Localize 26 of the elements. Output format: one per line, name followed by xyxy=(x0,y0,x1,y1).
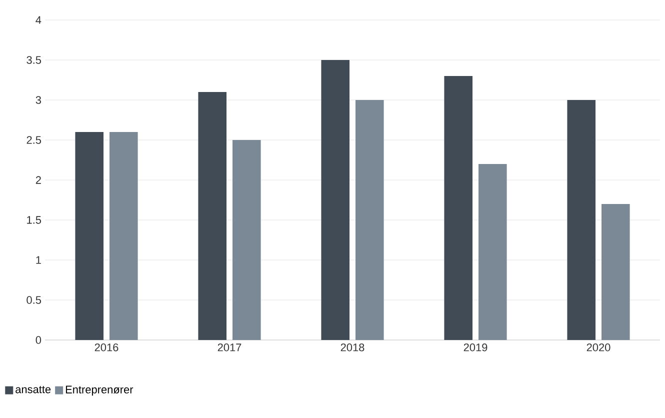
x-tick-label: 2018 xyxy=(340,344,364,352)
x-tick-label: 2016 xyxy=(94,344,118,352)
y-tick-label: 0.5 xyxy=(26,296,42,304)
bar xyxy=(444,76,473,340)
y-tick-label: 3 xyxy=(36,96,41,104)
y-tick-label: 0 xyxy=(36,336,42,344)
y-tick-label: 4 xyxy=(36,16,42,24)
bar xyxy=(478,164,507,340)
y-tick-label: 3.5 xyxy=(26,56,42,64)
bar xyxy=(321,60,350,340)
x-tick-label: 2019 xyxy=(464,344,488,352)
legend-label: Entreprenører xyxy=(66,386,134,396)
bar xyxy=(356,100,384,340)
x-tick-label: 2017 xyxy=(218,344,242,352)
y-tick-label: 2.5 xyxy=(26,136,42,144)
bar xyxy=(567,100,596,340)
legend-label: ansatte xyxy=(16,386,51,394)
bar xyxy=(602,204,630,340)
bar xyxy=(198,92,226,340)
bar xyxy=(110,132,138,340)
bar xyxy=(75,132,104,340)
y-tick-label: 2 xyxy=(36,176,41,184)
bar xyxy=(232,140,261,340)
y-tick-label: 1 xyxy=(36,256,41,264)
x-tick-label: 2020 xyxy=(586,344,610,352)
y-tick-label: 1.5 xyxy=(27,216,42,224)
